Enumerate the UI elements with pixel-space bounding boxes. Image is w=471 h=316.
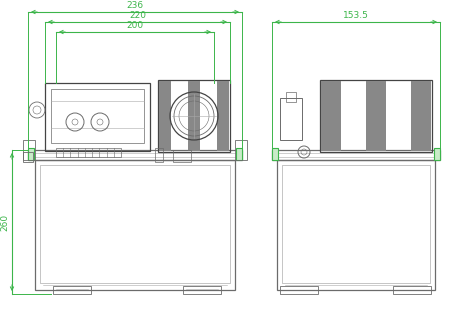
Bar [235, 140, 247, 160]
Bar [155, 148, 163, 162]
Bar [28, 148, 34, 160]
Text: 260: 260 [0, 213, 9, 231]
Bar [28, 150, 242, 160]
Bar [411, 81, 431, 151]
Bar [366, 81, 386, 151]
Bar [158, 80, 230, 152]
Bar [320, 80, 432, 152]
Bar [188, 81, 200, 151]
Bar [282, 165, 430, 283]
Bar [434, 148, 440, 160]
Bar [280, 286, 318, 294]
Bar [35, 160, 235, 290]
Bar [217, 81, 229, 151]
Text: 236: 236 [126, 1, 144, 9]
Bar [183, 286, 221, 294]
Bar [321, 81, 341, 151]
Bar [286, 92, 296, 102]
Bar [51, 89, 144, 143]
Bar [23, 152, 33, 162]
Bar [159, 81, 171, 151]
Text: 153.5: 153.5 [343, 10, 369, 20]
Bar [236, 148, 242, 160]
Bar [280, 98, 302, 140]
Bar [53, 286, 91, 294]
Bar [23, 140, 35, 160]
Bar [56, 148, 121, 157]
Bar [40, 165, 230, 283]
Text: 200: 200 [126, 21, 144, 29]
Bar [272, 150, 440, 160]
Bar [45, 83, 150, 151]
Bar [173, 150, 191, 162]
Bar [277, 160, 435, 290]
Bar [272, 148, 278, 160]
Bar [393, 286, 431, 294]
Text: 220: 220 [129, 10, 146, 20]
